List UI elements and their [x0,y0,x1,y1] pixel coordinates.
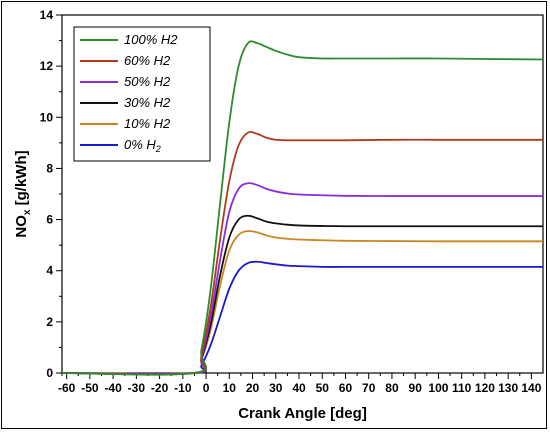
x-tick-label: 70 [362,381,376,395]
x-tick-label: 10 [223,381,237,395]
y-tick-label: 14 [40,8,54,22]
y-tick-label: 8 [46,161,53,175]
legend-box [73,26,211,162]
y-tick-label: 12 [40,59,54,73]
x-tick-label: 110 [452,381,472,395]
x-tick-label: 100 [428,381,448,395]
legend-entry: 100% H2 [124,32,178,47]
x-tick-label: -40 [104,381,122,395]
x-tick-label: -60 [58,381,76,395]
y-tick-label: 10 [40,110,54,124]
x-tick-label: 130 [498,381,518,395]
x-tick-label: -20 [151,381,169,395]
legend-entry: 60% H2 [124,53,171,68]
series-line-50pct-h2 [61,182,543,376]
series-line-60pct-h2 [61,131,543,376]
x-tick-label: -10 [174,381,192,395]
x-tick-label: 0 [203,381,210,395]
x-tick-label: -30 [128,381,146,395]
y-tick-label: 6 [46,213,53,227]
legend-entry: 0% H2 [124,137,161,154]
x-tick-label: 60 [339,381,353,395]
legend-entry: 30% H2 [124,95,171,110]
y-tick-label: 2 [46,315,53,329]
x-tick-label: 90 [409,381,423,395]
x-axis-title: Crank Angle [deg] [238,405,367,422]
legend-entry: 50% H2 [124,74,171,89]
series-line-30pct-h2 [61,214,543,375]
x-tick-label: 140 [521,381,541,395]
x-tick-label: 20 [246,381,260,395]
y-axis-title: NOx [g/kWh] [13,150,33,237]
legend-entry: 10% H2 [124,116,171,131]
x-tick-label: 80 [385,381,399,395]
x-tick-label: -50 [81,381,99,395]
x-tick-label: 40 [292,381,306,395]
x-tick-label: 120 [475,381,495,395]
x-tick-label: 30 [269,381,283,395]
series-line-10pct-h2 [61,230,543,375]
series-line-0pct-h2 [61,260,543,375]
series-line-100pct-h2 [61,40,544,376]
y-tick-label: 4 [46,264,53,278]
x-tick-label: 50 [316,381,330,395]
y-tick-label: 0 [46,366,53,380]
